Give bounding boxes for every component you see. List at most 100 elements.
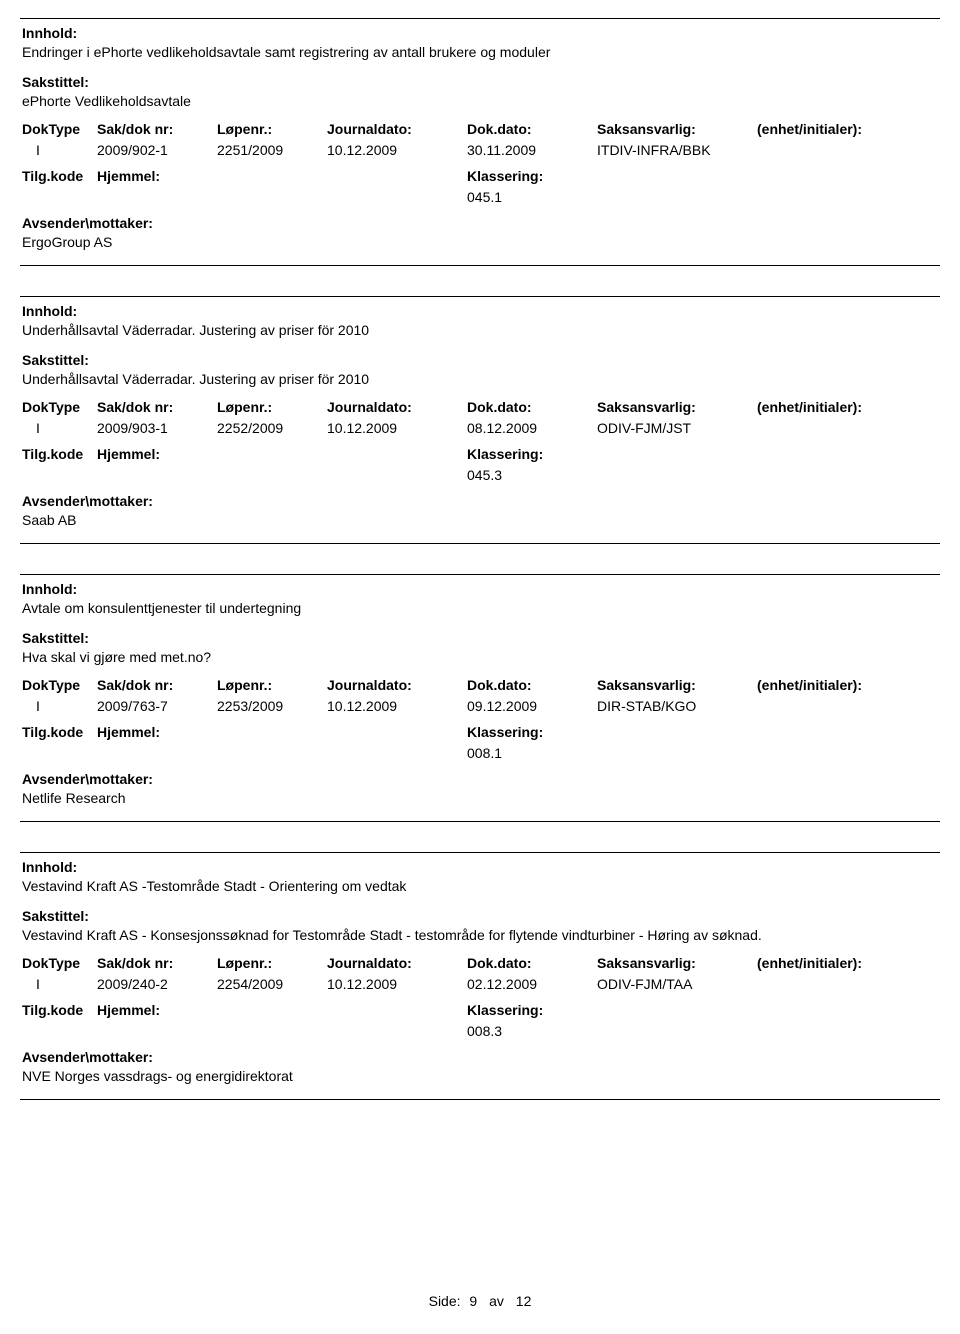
sakstittel-text: Vestavind Kraft AS - Konsesjonssøknad fo…	[22, 927, 938, 943]
enhetinitialer-header: (enhet/initialer):	[757, 121, 937, 137]
innhold-label: Innhold:	[22, 859, 938, 875]
klassering-value: 045.3	[467, 467, 938, 483]
klassering-value: 008.3	[467, 1023, 938, 1039]
tilg-row: Tilg.kode Hjemmel: Klassering:	[22, 446, 938, 462]
saksansvarlig-header: Saksansvarlig:	[597, 677, 757, 693]
doktype-header: DokType	[22, 399, 97, 415]
dokdato-header: Dok.dato:	[467, 955, 597, 971]
journal-entry: Innhold: Endringer i ePhorte vedlikehold…	[20, 18, 940, 266]
sakstittel-label: Sakstittel:	[22, 74, 938, 90]
innhold-label: Innhold:	[22, 303, 938, 319]
sakstittel-label: Sakstittel:	[22, 908, 938, 924]
doktype-header: DokType	[22, 677, 97, 693]
avsender-value: Netlife Research	[22, 790, 938, 806]
table-header-row: DokType Sak/dok nr: Løpenr.: Journaldato…	[22, 121, 938, 137]
table-data-row: I 2009/902-1 2251/2009 10.12.2009 30.11.…	[22, 142, 938, 158]
saksansvarlig-header: Saksansvarlig:	[597, 955, 757, 971]
innhold-text: Avtale om konsulenttjenester til underte…	[22, 600, 938, 616]
sakstittel-label: Sakstittel:	[22, 630, 938, 646]
sakstittel-text: Underhållsavtal Väderradar. Justering av…	[22, 371, 938, 387]
lopenr-value: 2252/2009	[217, 420, 327, 436]
total-pages: 12	[516, 1293, 532, 1309]
table-header-row: DokType Sak/dok nr: Løpenr.: Journaldato…	[22, 399, 938, 415]
doktype-header: DokType	[22, 955, 97, 971]
journaldato-value: 10.12.2009	[327, 976, 467, 992]
journaldato-header: Journaldato:	[327, 677, 467, 693]
doktype-value: I	[22, 420, 97, 436]
doktype-value: I	[22, 976, 97, 992]
klassering-label: Klassering:	[467, 724, 938, 740]
page-footer: Side: 9 av 12	[0, 1293, 960, 1309]
lopenr-header: Løpenr.:	[217, 677, 327, 693]
table-data-row: I 2009/763-7 2253/2009 10.12.2009 09.12.…	[22, 698, 938, 714]
table-header-row: DokType Sak/dok nr: Løpenr.: Journaldato…	[22, 955, 938, 971]
enhetinitialer-header: (enhet/initialer):	[757, 955, 937, 971]
saksansvarlig-value: ITDIV-INFRA/BBK	[597, 142, 757, 158]
klassering-value: 008.1	[467, 745, 938, 761]
klassering-label: Klassering:	[467, 1002, 938, 1018]
journaldato-value: 10.12.2009	[327, 142, 467, 158]
dokdato-header: Dok.dato:	[467, 399, 597, 415]
dokdato-value: 02.12.2009	[467, 976, 597, 992]
avsender-value: NVE Norges vassdrags- og energidirektora…	[22, 1068, 938, 1084]
document-page: Innhold: Endringer i ePhorte vedlikehold…	[20, 18, 940, 1100]
hjemmel-label: Hjemmel:	[97, 724, 467, 740]
journaldato-value: 10.12.2009	[327, 420, 467, 436]
tilg-row: Tilg.kode Hjemmel: Klassering:	[22, 724, 938, 740]
tilgkode-label: Tilg.kode	[22, 1002, 97, 1018]
saksansvarlig-value: ODIV-FJM/JST	[597, 420, 757, 436]
avsender-label: Avsender\mottaker:	[22, 215, 938, 231]
side-label: Side:	[429, 1293, 461, 1309]
sakdoknr-value: 2009/902-1	[97, 142, 217, 158]
journaldato-header: Journaldato:	[327, 121, 467, 137]
sakdoknr-header: Sak/dok nr:	[97, 955, 217, 971]
innhold-text: Endringer i ePhorte vedlikeholdsavtale s…	[22, 44, 938, 60]
avsender-value: ErgoGroup AS	[22, 234, 938, 250]
lopenr-value: 2254/2009	[217, 976, 327, 992]
enhetinitialer-header: (enhet/initialer):	[757, 677, 937, 693]
sakdoknr-value: 2009/240-2	[97, 976, 217, 992]
klassering-label: Klassering:	[467, 446, 938, 462]
avsender-label: Avsender\mottaker:	[22, 493, 938, 509]
saksansvarlig-header: Saksansvarlig:	[597, 399, 757, 415]
dokdato-value: 08.12.2009	[467, 420, 597, 436]
lopenr-header: Løpenr.:	[217, 121, 327, 137]
sakstittel-text: Hva skal vi gjøre med met.no?	[22, 649, 938, 665]
av-label: av	[489, 1293, 504, 1309]
enhetinitialer-header: (enhet/initialer):	[757, 399, 937, 415]
dokdato-header: Dok.dato:	[467, 121, 597, 137]
tilgkode-label: Tilg.kode	[22, 724, 97, 740]
journal-entry: Innhold: Vestavind Kraft AS -Testområde …	[20, 852, 940, 1100]
sakdoknr-value: 2009/903-1	[97, 420, 217, 436]
journaldato-header: Journaldato:	[327, 399, 467, 415]
saksansvarlig-header: Saksansvarlig:	[597, 121, 757, 137]
sakdoknr-header: Sak/dok nr:	[97, 399, 217, 415]
doktype-header: DokType	[22, 121, 97, 137]
klassering-value: 045.1	[467, 189, 938, 205]
page-number: 9	[469, 1293, 477, 1309]
dokdato-header: Dok.dato:	[467, 677, 597, 693]
journal-entry: Innhold: Avtale om konsulenttjenester ti…	[20, 574, 940, 822]
lopenr-value: 2251/2009	[217, 142, 327, 158]
hjemmel-label: Hjemmel:	[97, 446, 467, 462]
sakstittel-text: ePhorte Vedlikeholdsavtale	[22, 93, 938, 109]
tilg-row: Tilg.kode Hjemmel: Klassering:	[22, 168, 938, 184]
hjemmel-label: Hjemmel:	[97, 168, 467, 184]
dokdato-value: 30.11.2009	[467, 142, 597, 158]
lopenr-header: Løpenr.:	[217, 955, 327, 971]
avsender-label: Avsender\mottaker:	[22, 1049, 938, 1065]
table-header-row: DokType Sak/dok nr: Løpenr.: Journaldato…	[22, 677, 938, 693]
tilgkode-label: Tilg.kode	[22, 168, 97, 184]
hjemmel-label: Hjemmel:	[97, 1002, 467, 1018]
lopenr-header: Løpenr.:	[217, 399, 327, 415]
innhold-text: Underhållsavtal Väderradar. Justering av…	[22, 322, 938, 338]
tilgkode-label: Tilg.kode	[22, 446, 97, 462]
innhold-text: Vestavind Kraft AS -Testområde Stadt - O…	[22, 878, 938, 894]
dokdato-value: 09.12.2009	[467, 698, 597, 714]
journaldato-value: 10.12.2009	[327, 698, 467, 714]
saksansvarlig-value: DIR-STAB/KGO	[597, 698, 757, 714]
innhold-label: Innhold:	[22, 25, 938, 41]
doktype-value: I	[22, 698, 97, 714]
saksansvarlig-value: ODIV-FJM/TAA	[597, 976, 757, 992]
journal-entry: Innhold: Underhållsavtal Väderradar. Jus…	[20, 296, 940, 544]
